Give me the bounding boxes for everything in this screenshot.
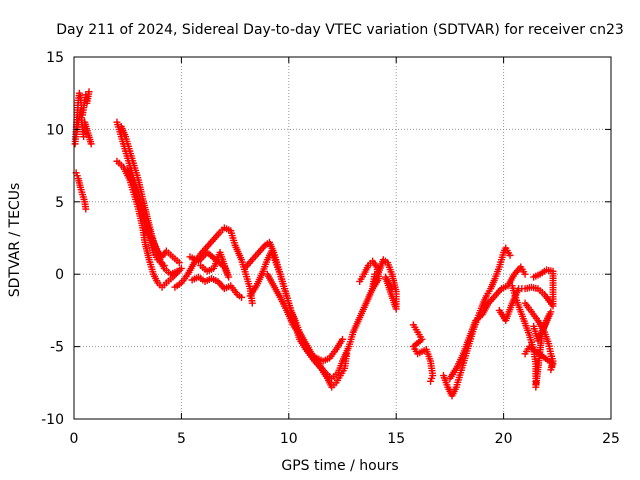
series-track-e xyxy=(117,123,181,278)
data-point xyxy=(197,262,205,270)
data-points xyxy=(71,88,557,400)
series-track-q xyxy=(446,263,529,382)
data-point xyxy=(85,88,93,96)
data-point xyxy=(343,350,351,358)
y-tick-label: 5 xyxy=(55,195,64,211)
series-track-r xyxy=(495,266,557,325)
y-tick-label: 10 xyxy=(46,122,64,138)
data-point xyxy=(175,259,183,267)
series-track-t xyxy=(521,299,557,374)
y-tick-label: -10 xyxy=(41,412,64,428)
data-point xyxy=(248,299,256,307)
x-tick-label: 15 xyxy=(387,431,405,447)
data-point xyxy=(177,264,185,272)
data-point xyxy=(87,140,95,148)
x-tick-label: 0 xyxy=(70,431,79,447)
x-tick-label: 20 xyxy=(495,431,513,447)
plot-frame xyxy=(73,56,612,420)
axis-ticks: 0 5 10 15 20 25 -10 -5 0 5 10 15 xyxy=(41,50,620,447)
y-tick-label: 0 xyxy=(55,267,64,283)
data-point xyxy=(521,350,529,358)
data-point xyxy=(238,293,246,301)
grid-lines xyxy=(74,57,611,419)
series-track-n xyxy=(356,256,400,313)
x-tick-label: 25 xyxy=(602,431,620,447)
y-tick-label: -5 xyxy=(50,340,64,356)
y-axis-label: SDTVAR / TECUs xyxy=(7,183,23,298)
series-track-o xyxy=(409,321,437,385)
data-point xyxy=(530,273,538,281)
data-point xyxy=(530,322,538,330)
series-track-m xyxy=(263,270,346,365)
chart-title: Day 211 of 2024, Sidereal Day-to-day VTE… xyxy=(56,22,624,38)
data-point xyxy=(82,205,90,213)
x-tick-label: 5 xyxy=(177,431,186,447)
data-point xyxy=(339,335,346,343)
x-axis-label: GPS time / hours xyxy=(281,458,398,474)
series-track-l xyxy=(246,247,351,391)
y-tick-label: 15 xyxy=(46,50,64,66)
data-point xyxy=(388,285,396,293)
series-track-i xyxy=(188,273,246,301)
data-point xyxy=(521,270,529,278)
x-tick-label: 10 xyxy=(280,431,298,447)
data-point xyxy=(506,251,514,259)
data-point xyxy=(427,377,435,385)
series-track-g xyxy=(124,166,168,270)
series-track-j xyxy=(186,248,233,281)
data-point xyxy=(160,262,168,270)
series-track-k xyxy=(242,238,379,382)
series-track-c xyxy=(72,169,90,213)
